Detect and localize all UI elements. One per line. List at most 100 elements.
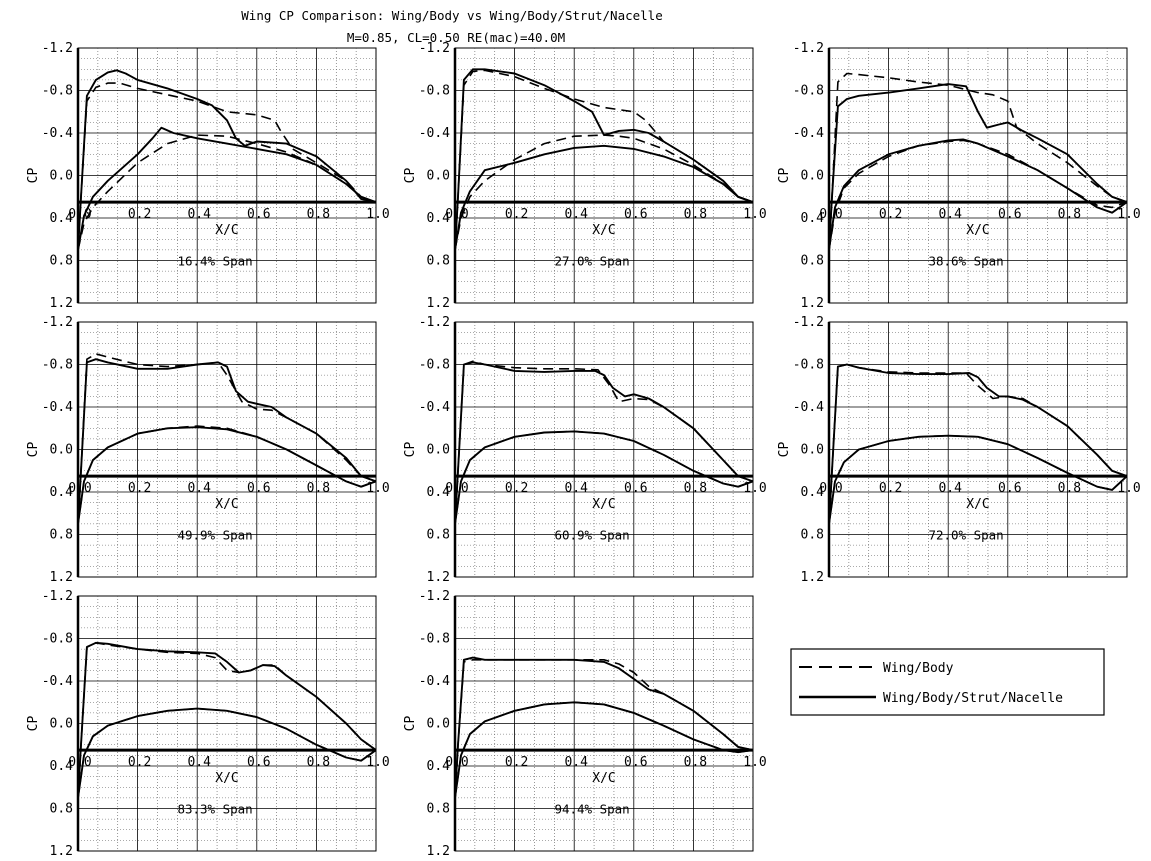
y-tick-label: -0.4 <box>419 674 450 689</box>
cp-panel-1: -1.2-0.8-0.40.00.40.81.20.0 0.2 0.4 0.6 0.8 1… <box>26 41 390 311</box>
y-tick-label: -0.4 <box>42 400 73 415</box>
y-tick-label: -0.4 <box>42 126 73 141</box>
x-axis-label: X/C <box>592 223 615 238</box>
x-tick-label: 0.8 <box>684 755 707 770</box>
y-tick-label: 0.4 <box>427 759 451 774</box>
wing-body-strut-nacelle-upper-curve <box>455 68 753 250</box>
y-tick-label: 1.2 <box>427 296 450 311</box>
x-tick-label: 0.8 <box>1058 481 1081 496</box>
y-tick-label: 0.8 <box>427 254 450 269</box>
x-tick-label: 0.6 <box>247 755 270 770</box>
x-tick-label: 0.2 <box>128 755 151 770</box>
span-label: 60.9% Span <box>554 528 629 543</box>
wing-body-strut-nacelle-lower-curve <box>829 434 1127 525</box>
wing-body-upper-curve <box>78 82 376 250</box>
x-tick-label: 0.4 <box>938 207 962 222</box>
y-tick-label: -1.2 <box>419 589 450 604</box>
x-axis-label: X/C <box>215 223 238 238</box>
wing-body-strut-nacelle-upper-curve <box>829 83 1127 250</box>
y-tick-label: 0.4 <box>801 485 825 500</box>
x-axis-label: X/C <box>966 497 989 512</box>
y-tick-label: -1.2 <box>419 41 450 56</box>
wing-body-strut-nacelle-lower-curve <box>78 126 376 251</box>
x-tick-label: 1.0 <box>743 481 766 496</box>
x-axis-label: X/C <box>592 497 615 512</box>
wing-body-strut-nacelle-lower-curve <box>455 144 753 251</box>
x-tick-label: 0.8 <box>307 755 330 770</box>
x-axis-label: X/C <box>592 771 615 786</box>
y-tick-label: 0.4 <box>50 211 74 226</box>
x-axis-label: X/C <box>215 771 238 786</box>
y-tick-label: 0.8 <box>50 802 73 817</box>
x-tick-label: 0.2 <box>879 481 902 496</box>
cp-panel-4: -1.2-0.8-0.40.00.40.81.20.0 0.2 0.4 0.6 0.8 1… <box>26 315 390 585</box>
x-tick-label: 0.4 <box>564 481 588 496</box>
y-axis-label: CP <box>26 168 41 184</box>
wing-body-strut-nacelle-upper-curve <box>455 361 753 524</box>
y-tick-label: -1.2 <box>42 589 73 604</box>
x-tick-label: 1.0 <box>1117 481 1140 496</box>
x-tick-label: 0.4 <box>938 481 962 496</box>
y-axis-label: CP <box>403 442 418 458</box>
figure-subtitle: M=0.85, CL=0.50 RE(mac)=40.0M <box>347 30 565 45</box>
y-axis-label: CP <box>26 716 41 732</box>
y-tick-label: 0.4 <box>50 485 74 500</box>
span-label: 16.4% Span <box>177 254 252 269</box>
x-tick-label: 0.6 <box>624 755 647 770</box>
y-tick-label: 0.8 <box>801 528 824 543</box>
x-tick-label: 0.8 <box>1058 207 1081 222</box>
x-tick-label: 0.6 <box>998 207 1021 222</box>
y-tick-label: 1.2 <box>50 296 73 311</box>
y-tick-label: 0.8 <box>427 528 450 543</box>
wing-body-strut-nacelle-upper-curve <box>78 69 376 250</box>
y-tick-label: -0.8 <box>793 358 824 373</box>
wing-body-strut-nacelle-upper-curve <box>78 641 376 798</box>
legend-box <box>790 648 1105 716</box>
x-tick-label: 1.0 <box>366 481 389 496</box>
x-tick-label: 0.6 <box>624 207 647 222</box>
y-tick-label: 1.2 <box>801 570 824 585</box>
y-tick-label: 1.2 <box>801 296 824 311</box>
x-tick-label: 0.4 <box>187 755 211 770</box>
span-label: 27.0% Span <box>554 254 629 269</box>
y-tick-label: -0.4 <box>793 400 824 415</box>
legend-label-wing-body: Wing/Body <box>883 661 954 676</box>
y-axis-label: CP <box>403 168 418 184</box>
y-axis-label: CP <box>777 168 792 184</box>
panel-grid: -1.2 -0.8 -0.4 0.0 0.4 0.8 1.2 0.0 0.2 0.4 0.6 0.8 1… <box>26 41 1141 859</box>
y-tick-label: -0.8 <box>42 84 73 99</box>
y-tick-label: 0.4 <box>50 759 74 774</box>
x-tick-label: 0.6 <box>998 481 1021 496</box>
x-axis-label: X/C <box>215 497 238 512</box>
x-tick-label: 0.6 <box>247 481 270 496</box>
legend-label-wing-body-strut-nacelle: Wing/Body/Strut/Nacelle <box>883 691 1063 706</box>
figure-title: Wing CP Comparison: Wing/Body vs Wing/Bo… <box>241 8 662 23</box>
y-tick-label: 0.0 <box>427 717 450 732</box>
y-tick-label: 0.8 <box>801 254 824 269</box>
x-tick-label: 1.0 <box>366 207 389 222</box>
y-tick-label: 0.8 <box>427 802 450 817</box>
y-tick-label: 0.4 <box>427 211 451 226</box>
y-axis-label: CP <box>777 442 792 458</box>
y-tick-label: 1.2 <box>427 844 450 859</box>
y-tick-label: 0.0 <box>801 443 824 458</box>
wing-body-strut-nacelle-lower-curve <box>455 701 753 799</box>
y-tick-label: 0.0 <box>801 169 824 184</box>
wing-body-upper-curve <box>829 72 1127 250</box>
y-tick-label: -0.8 <box>793 84 824 99</box>
y-tick-label: 0.0 <box>427 443 450 458</box>
wing-body-strut-nacelle-upper-curve <box>78 358 376 524</box>
wing-body-lower-curve <box>829 139 1127 251</box>
y-tick-label: -1.2 <box>42 315 73 330</box>
wing-body-strut-nacelle-upper-curve <box>829 363 1127 524</box>
y-tick-label: 1.2 <box>50 570 73 585</box>
y-tick-label: 0.4 <box>801 211 825 226</box>
x-tick-label: 0.8 <box>307 207 330 222</box>
y-axis-label: CP <box>403 716 418 732</box>
span-label: 94.4% Span <box>554 802 629 817</box>
y-tick-label: -0.4 <box>793 126 824 141</box>
x-tick-label: 0.2 <box>505 207 528 222</box>
x-tick-label: 0.2 <box>505 755 528 770</box>
x-tick-label: 0.8 <box>684 207 707 222</box>
